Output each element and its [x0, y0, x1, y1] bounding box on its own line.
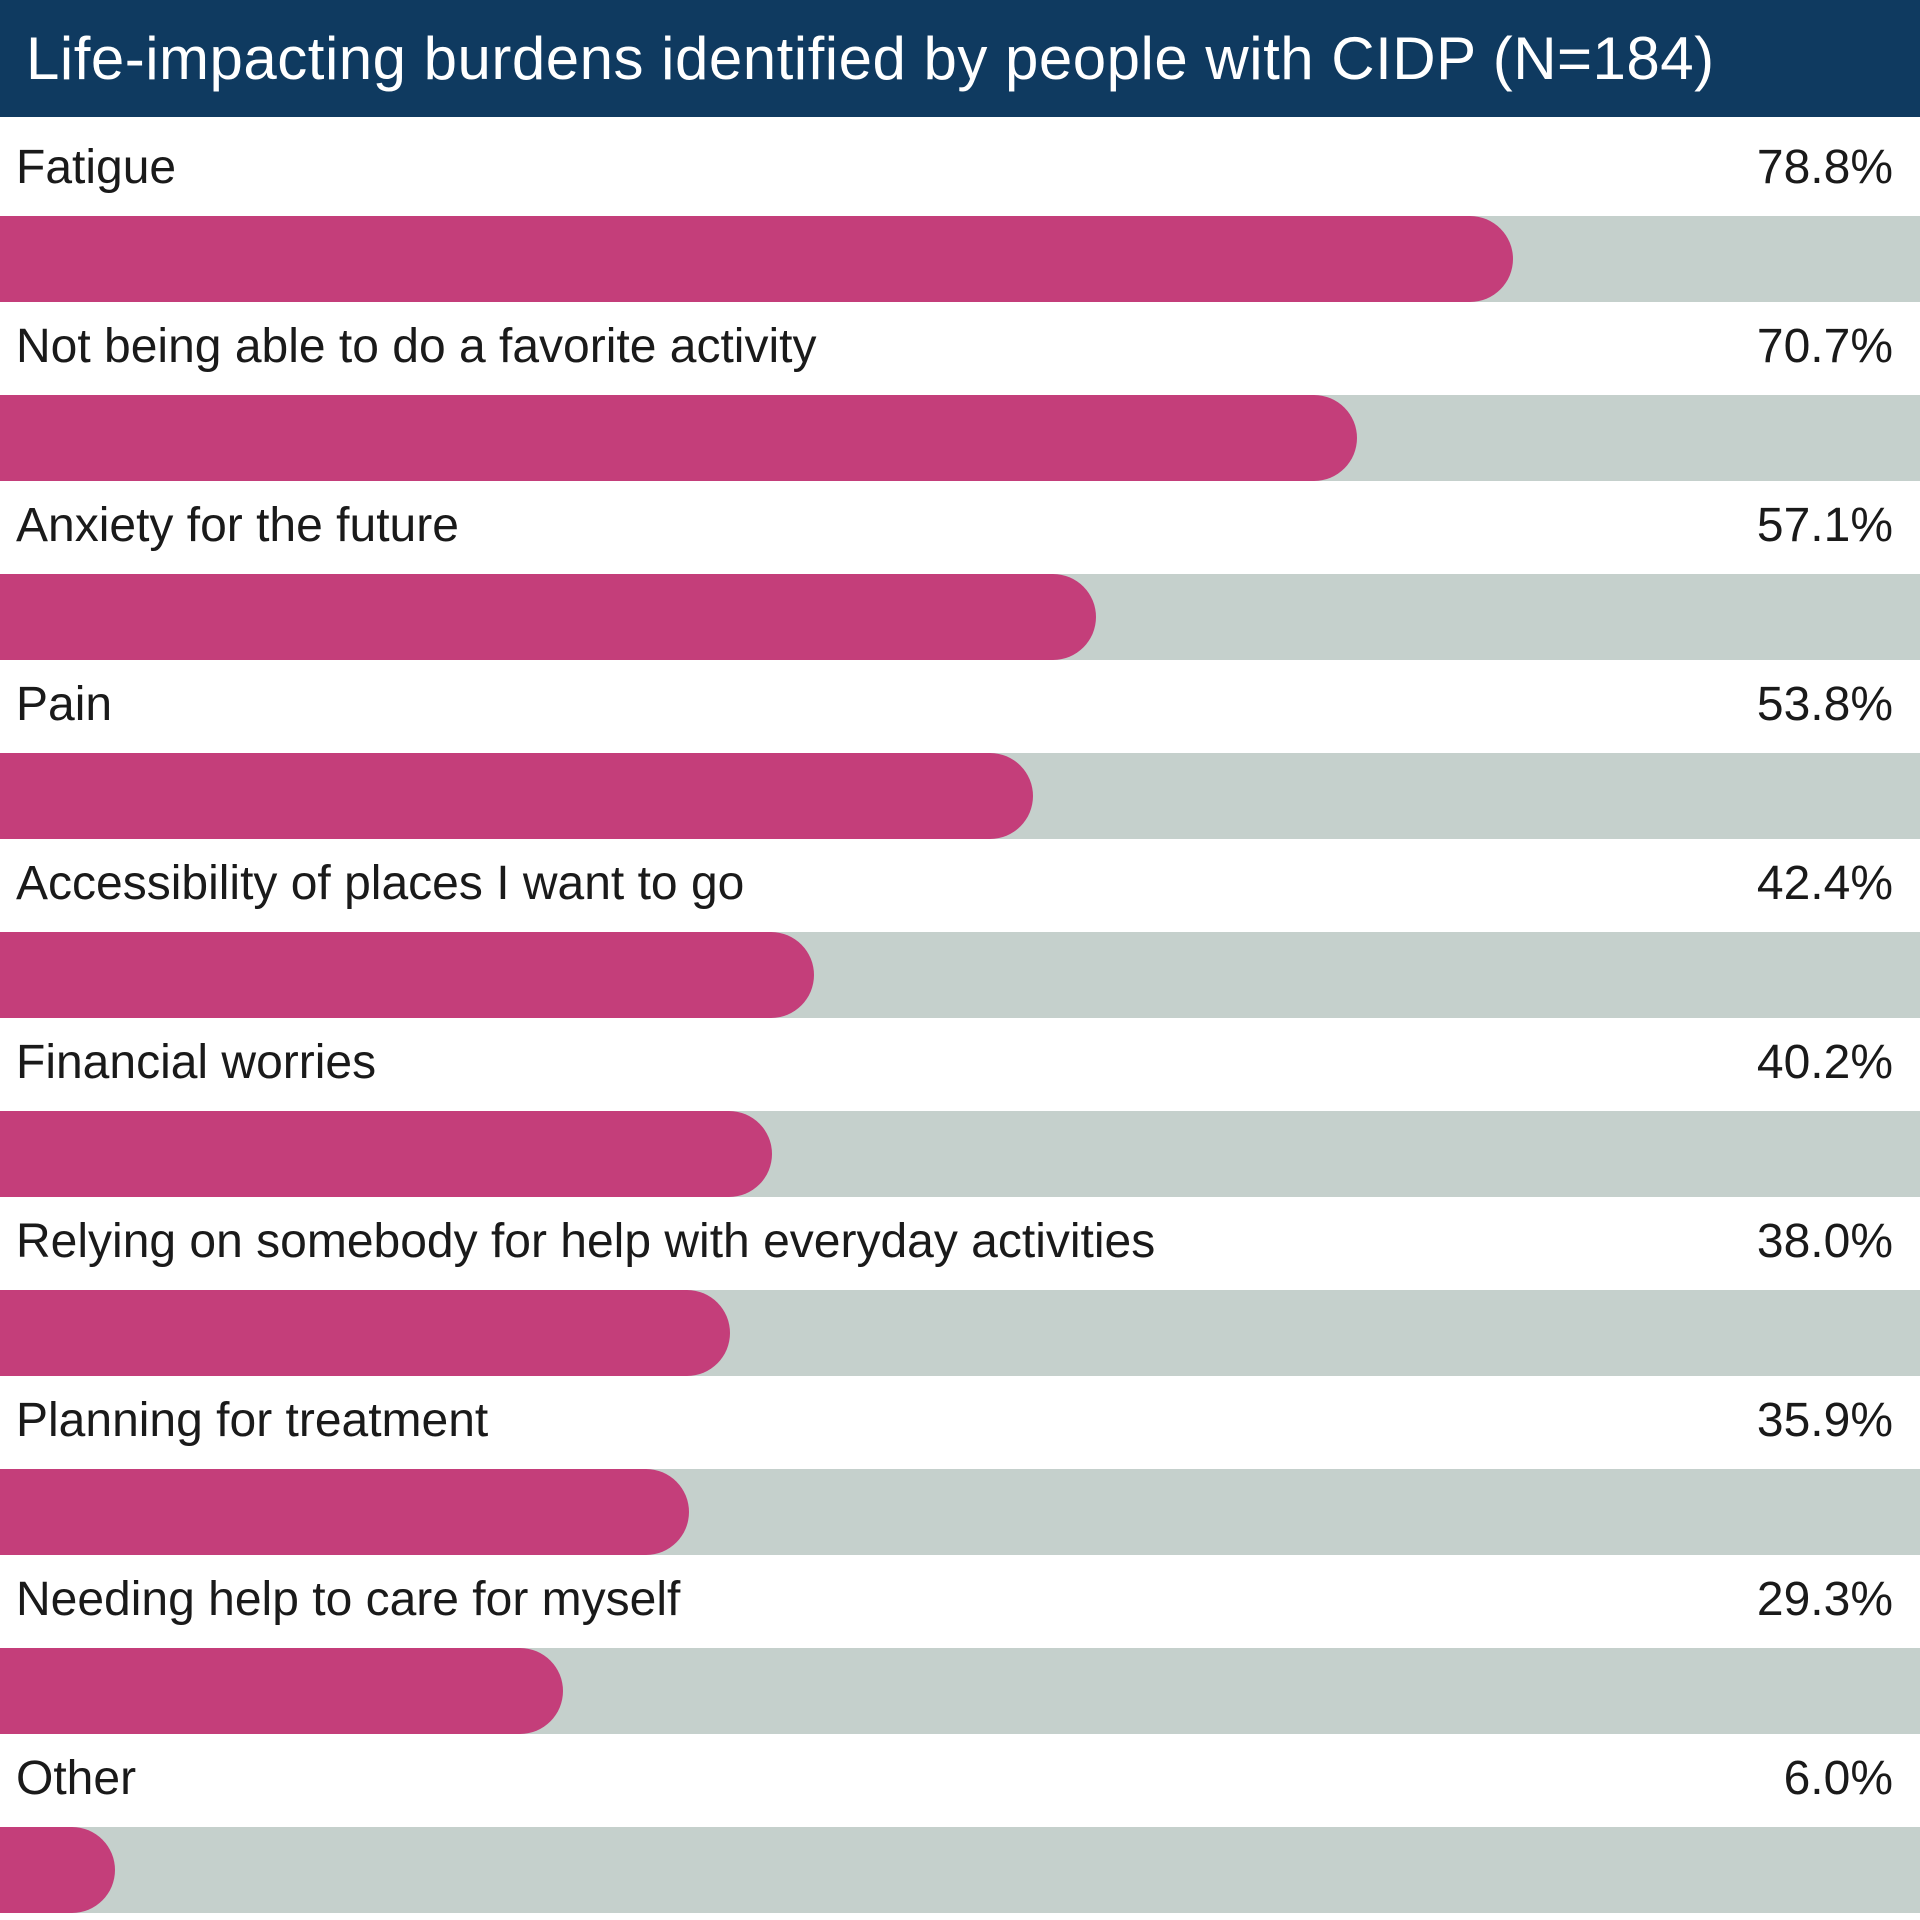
- bar: [0, 1111, 772, 1197]
- category-label: Pain: [16, 678, 113, 731]
- chart-title-bar: Life-impacting burdens identified by peo…: [0, 0, 1920, 117]
- category-label: Planning for treatment: [16, 1394, 489, 1447]
- bar-track: [0, 574, 1920, 660]
- bar: [0, 1469, 689, 1555]
- bar: [0, 395, 1357, 481]
- value-label: 42.4%: [1756, 857, 1893, 910]
- chart-title: Life-impacting burdens identified by peo…: [26, 25, 1715, 92]
- value-label: 78.8%: [1756, 141, 1893, 194]
- bar: [0, 932, 814, 1018]
- bar: [0, 1648, 563, 1734]
- bar-track: [0, 1827, 1920, 1913]
- bar: [0, 1290, 730, 1376]
- category-label: Financial worries: [16, 1036, 377, 1089]
- bar-track: [0, 1290, 1920, 1376]
- bar-track: [0, 1469, 1920, 1555]
- category-label: Accessibility of places I want to go: [16, 857, 745, 910]
- bar-track: [0, 395, 1920, 481]
- bar-track: [0, 753, 1920, 839]
- bar: [0, 753, 1033, 839]
- value-label: 38.0%: [1756, 1215, 1893, 1268]
- bar-track: [0, 1648, 1920, 1734]
- category-label: Other: [16, 1752, 137, 1805]
- category-label: Anxiety for the future: [16, 499, 459, 552]
- category-label: Relying on somebody for help with everyd…: [16, 1215, 1156, 1268]
- bar: [0, 216, 1513, 302]
- bar-track: [0, 1111, 1920, 1197]
- category-label: Fatigue: [16, 141, 177, 194]
- bar: [0, 574, 1096, 660]
- value-label: 70.7%: [1756, 320, 1893, 373]
- value-label: 53.8%: [1756, 678, 1893, 731]
- bar: [0, 1827, 115, 1913]
- value-label: 35.9%: [1756, 1394, 1893, 1447]
- value-label: 57.1%: [1756, 499, 1893, 552]
- value-label: 6.0%: [1783, 1752, 1893, 1805]
- bar-track: [0, 216, 1920, 302]
- value-label: 40.2%: [1756, 1036, 1893, 1089]
- bar-track: [0, 932, 1920, 1018]
- category-label: Not being able to do a favorite activity: [16, 320, 817, 373]
- value-label: 29.3%: [1756, 1573, 1893, 1626]
- category-label: Needing help to care for myself: [16, 1573, 681, 1626]
